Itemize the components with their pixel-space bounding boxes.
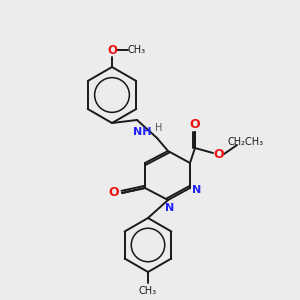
Text: N: N: [165, 203, 175, 213]
Text: CH₃: CH₃: [128, 45, 146, 55]
Text: O: O: [109, 185, 119, 199]
Text: NH: NH: [133, 127, 151, 137]
Text: CH₃: CH₃: [139, 286, 157, 296]
Text: O: O: [107, 44, 117, 56]
Text: CH₂CH₃: CH₂CH₃: [228, 137, 264, 147]
Text: O: O: [190, 118, 200, 130]
Text: H: H: [155, 123, 163, 133]
Text: O: O: [214, 148, 224, 160]
Text: N: N: [192, 185, 202, 195]
